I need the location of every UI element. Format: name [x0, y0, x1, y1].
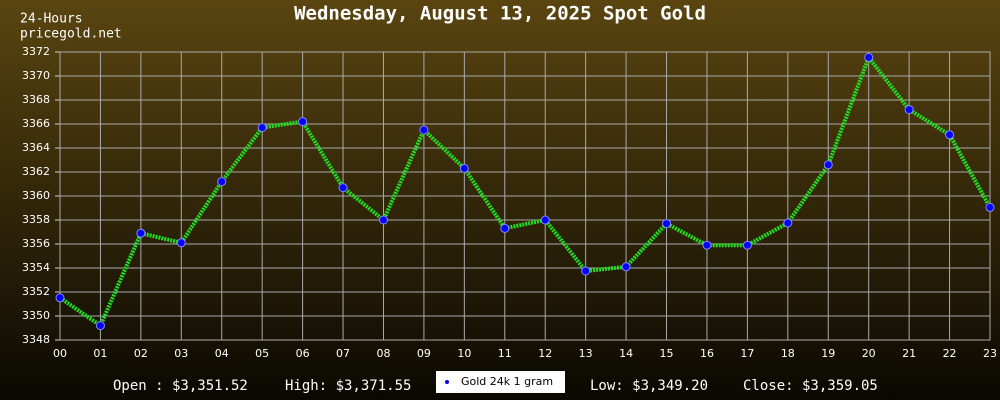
- y-tick-label: 3350: [22, 309, 50, 322]
- point: [257, 123, 267, 133]
- stat-label: Low: $3,349.20: [590, 378, 708, 394]
- y-tick-label: 3370: [22, 69, 50, 82]
- stat-label: Open : $3,351.52: [113, 378, 248, 394]
- point: [742, 240, 752, 250]
- x-tick-label: 14: [619, 347, 633, 360]
- point: [621, 262, 631, 272]
- x-tick-label: 00: [53, 347, 67, 360]
- point: [419, 125, 429, 135]
- point: [945, 130, 955, 140]
- point: [298, 117, 308, 127]
- point: [95, 321, 105, 331]
- chart-title: Wednesday, August 13, 2025 Spot Gold: [294, 3, 706, 25]
- x-tick-label: 17: [740, 347, 754, 360]
- y-tick-label: 3368: [22, 93, 50, 106]
- x-tick-label: 12: [538, 347, 552, 360]
- y-tick-label: 3356: [22, 237, 50, 250]
- x-tick-label: 11: [498, 347, 512, 360]
- point: [864, 52, 874, 62]
- x-tick-label: 22: [943, 347, 957, 360]
- point: [823, 160, 833, 170]
- x-tick-label: 18: [781, 347, 795, 360]
- point: [338, 183, 348, 193]
- point: [136, 228, 146, 238]
- legend-box: [436, 371, 565, 393]
- x-tick-label: 16: [700, 347, 714, 360]
- x-tick-label: 01: [93, 347, 107, 360]
- x-tick-label: 06: [296, 347, 310, 360]
- y-tick-label: 3352: [22, 285, 50, 298]
- subtitle: pricegold.net: [20, 27, 122, 42]
- x-tick-label: 21: [902, 347, 916, 360]
- x-tick-label: 10: [457, 347, 471, 360]
- x-tick-label: 07: [336, 347, 350, 360]
- y-tick-label: 3366: [22, 117, 50, 130]
- point: [783, 218, 793, 228]
- y-tick-label: 3364: [22, 141, 50, 154]
- x-tick-label: 09: [417, 347, 431, 360]
- x-tick-label: 23: [983, 347, 997, 360]
- x-tick-label: 05: [255, 347, 269, 360]
- point: [176, 238, 186, 248]
- point: [904, 105, 914, 115]
- point: [378, 215, 388, 225]
- x-tick-label: 08: [376, 347, 390, 360]
- x-tick-label: 02: [134, 347, 148, 360]
- point: [702, 240, 712, 250]
- point: [55, 293, 65, 303]
- legend-label: Gold 24k 1 gram: [461, 375, 553, 388]
- series-line: [58, 53, 992, 329]
- stat-label: High: $3,371.55: [285, 378, 411, 394]
- y-tick-label: 3358: [22, 213, 50, 226]
- y-tick-label: 3348: [22, 333, 50, 346]
- x-tick-label: 04: [215, 347, 229, 360]
- point: [581, 266, 591, 276]
- y-tick-label: 3372: [22, 45, 50, 58]
- stat-label: Close: $3,359.05: [743, 378, 878, 394]
- point: [459, 163, 469, 173]
- y-tick-label: 3362: [22, 165, 50, 178]
- point: [217, 177, 227, 187]
- y-tick-label: 3360: [22, 189, 50, 202]
- point: [662, 219, 672, 229]
- x-tick-label: 19: [821, 347, 835, 360]
- legend-marker: [445, 380, 449, 384]
- point: [500, 223, 510, 233]
- y-tick-label: 3354: [22, 261, 50, 274]
- x-tick-label: 03: [174, 347, 188, 360]
- subtitle: 24-Hours: [20, 12, 83, 27]
- x-tick-label: 20: [862, 347, 876, 360]
- point: [985, 202, 995, 212]
- x-tick-label: 15: [660, 347, 674, 360]
- point: [540, 215, 550, 225]
- x-tick-label: 13: [579, 347, 593, 360]
